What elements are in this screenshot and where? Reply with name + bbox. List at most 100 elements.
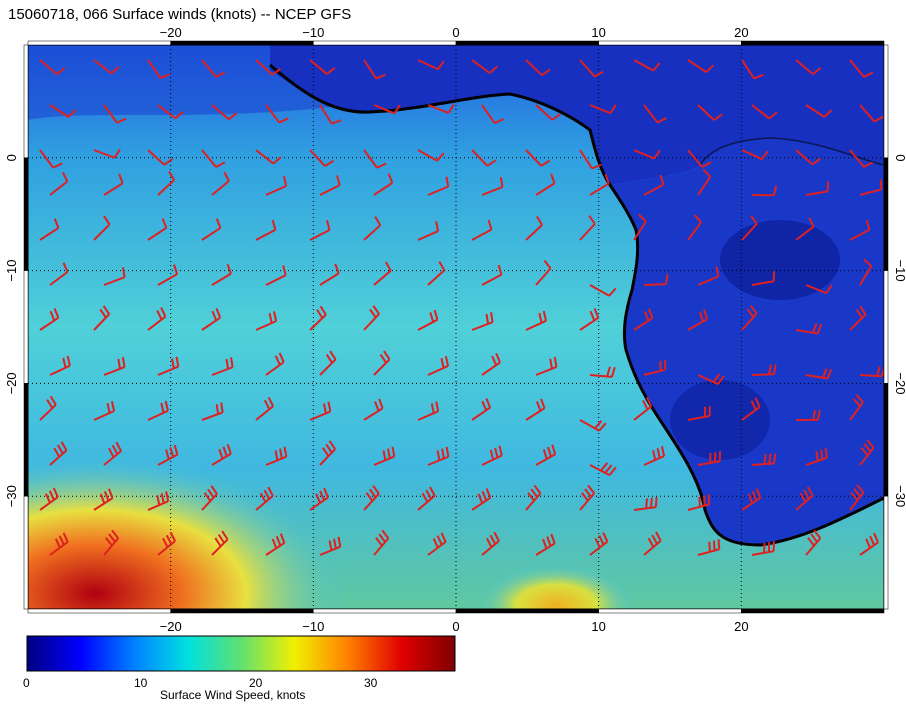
wind-barb	[103, 441, 122, 466]
wind-barb	[39, 487, 59, 511]
lon-tick-top: 10	[591, 25, 605, 40]
wind-barb	[579, 215, 596, 241]
wind-barb	[471, 219, 493, 241]
wind-barb	[471, 149, 497, 167]
lon-tick-bottom: −10	[302, 619, 324, 634]
wind-barb	[147, 491, 170, 511]
coastline	[269, 63, 884, 547]
wind-barb	[309, 220, 331, 241]
wind-barb	[201, 308, 222, 331]
wind-barb	[147, 59, 171, 80]
wind-barb	[849, 219, 871, 241]
frame-bar-right	[883, 270, 889, 384]
frame-bar-right	[883, 157, 889, 271]
wind-barb	[751, 271, 776, 286]
wind-barb	[39, 59, 66, 76]
wind-barb	[751, 364, 777, 376]
wind-barb	[201, 218, 222, 241]
lat-tick-left: 0	[4, 154, 19, 161]
lat-tick-right: −10	[893, 260, 906, 282]
wind-barb	[93, 59, 120, 75]
wind-barb	[481, 531, 500, 556]
wind-barb	[427, 532, 447, 556]
wind-barb	[363, 485, 380, 511]
wind-speed-field	[28, 45, 884, 609]
frame-bar-top	[313, 40, 457, 46]
wind-barb	[147, 400, 169, 421]
wind-barb	[795, 59, 822, 75]
frame-scale-bars	[23, 40, 889, 614]
frame-bar-bottom	[313, 608, 457, 614]
wind-barb	[687, 494, 711, 511]
wind-barb	[147, 307, 167, 331]
colorbar-tick-20: 20	[249, 676, 263, 690]
wind-barb	[795, 409, 821, 421]
wind-barb	[363, 149, 387, 169]
map-title: 15060718, 066 Surface winds (knots) -- N…	[8, 6, 352, 23]
wind-barb	[795, 217, 815, 241]
wind-barb	[579, 149, 602, 170]
frame-bar-left	[23, 157, 29, 271]
frame-bar-bottom	[455, 608, 599, 614]
wind-barbs	[39, 59, 884, 556]
wind-barb	[255, 59, 281, 76]
wind-barb	[471, 312, 494, 331]
wind-barb	[741, 215, 758, 241]
wind-barb	[805, 529, 822, 556]
wind-barb	[687, 405, 711, 421]
wind-barb	[859, 366, 884, 378]
colorbar-tick-30: 30	[364, 676, 378, 690]
wind-barb	[589, 104, 617, 115]
wind-barb	[643, 446, 666, 466]
wind-barb	[849, 394, 864, 421]
lat-tick-right: −20	[893, 372, 906, 394]
lon-tick-bottom: 20	[734, 619, 748, 634]
wind-barb	[319, 440, 336, 466]
wind-barb	[93, 401, 116, 421]
wind-barb	[687, 59, 715, 74]
wind-barb	[157, 104, 184, 120]
wind-barb	[741, 304, 758, 331]
lon-tick-bottom: −20	[160, 619, 182, 634]
wind-barb	[525, 215, 543, 241]
wind-barb	[39, 308, 60, 331]
wind-barb	[103, 267, 126, 286]
wind-barb	[687, 214, 702, 241]
wind-barb	[157, 170, 176, 196]
wind-barb	[309, 487, 329, 511]
wind-barb	[39, 395, 57, 421]
wind-barb	[211, 530, 229, 556]
wind-barb	[633, 149, 661, 160]
frame-bar-left	[23, 383, 29, 497]
wind-barb	[265, 446, 288, 466]
wind-barb	[535, 173, 556, 196]
wind-barb	[309, 149, 335, 167]
wind-barb	[103, 104, 127, 124]
frame-bar-top	[455, 40, 599, 46]
wind-barb	[697, 266, 720, 286]
wind-barb	[93, 488, 114, 511]
colorbar-tick-10: 10	[134, 676, 148, 690]
wind-barb	[373, 173, 394, 196]
frame-bar-bottom	[170, 608, 314, 614]
lon-tick-top: 0	[452, 25, 459, 40]
wind-barb	[319, 263, 340, 286]
wind-barb	[309, 401, 332, 421]
wind-barb	[697, 539, 721, 556]
wind-barb	[417, 59, 445, 71]
wind-barb	[805, 368, 833, 380]
wind-barb	[201, 149, 226, 168]
frame-bar-top	[741, 40, 885, 46]
wind-barb	[427, 261, 446, 286]
wind-barb	[751, 185, 778, 197]
wind-barb	[147, 149, 173, 166]
wind-barb	[795, 486, 814, 511]
wind-barb	[255, 486, 274, 511]
wind-barb	[417, 486, 436, 511]
wind-barb	[795, 149, 822, 166]
wind-barb	[643, 274, 669, 286]
wind-barb	[49, 172, 69, 196]
wind-barb	[805, 284, 833, 295]
wind-barb	[525, 484, 542, 511]
